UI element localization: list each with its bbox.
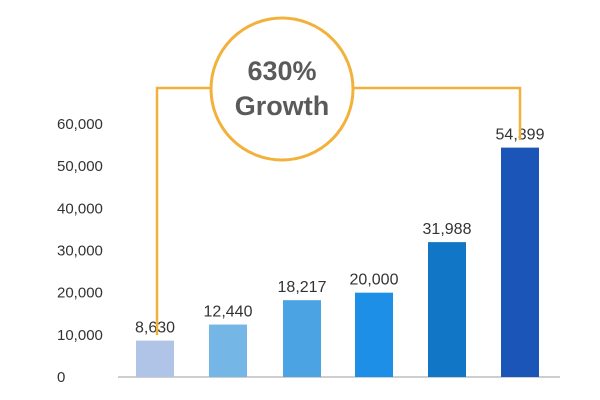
bar-value-label: 8,630 bbox=[135, 320, 175, 337]
y-tick-label: 10,000 bbox=[57, 327, 103, 344]
bar bbox=[283, 300, 321, 377]
bars bbox=[136, 147, 539, 377]
bar-value-label: 12,440 bbox=[204, 304, 253, 321]
bar bbox=[501, 147, 539, 377]
callout-percent: 630% bbox=[247, 56, 316, 86]
y-tick-label: 20,000 bbox=[57, 285, 103, 302]
bar-value-label: 31,988 bbox=[423, 221, 472, 238]
callout-bracket bbox=[155, 86, 522, 335]
callout-circle bbox=[209, 16, 355, 162]
bar bbox=[428, 242, 466, 377]
bar bbox=[355, 292, 393, 377]
y-tick-label: 60,000 bbox=[57, 116, 103, 133]
y-tick-label: 30,000 bbox=[57, 243, 103, 260]
y-axis: 0 10,000 20,000 30,000 40,000 50,000 60,000 bbox=[57, 116, 103, 386]
growth-callout: 630% Growth bbox=[155, 16, 522, 335]
bar bbox=[209, 324, 247, 377]
y-tick-label: 40,000 bbox=[57, 200, 103, 217]
y-tick-label: 0 bbox=[57, 369, 65, 386]
bar-value-label: 18,217 bbox=[278, 279, 327, 296]
bar bbox=[136, 340, 174, 377]
callout-growth-label: Growth bbox=[235, 91, 330, 121]
bar-value-label: 20,000 bbox=[350, 272, 399, 289]
y-tick-label: 50,000 bbox=[57, 158, 103, 175]
